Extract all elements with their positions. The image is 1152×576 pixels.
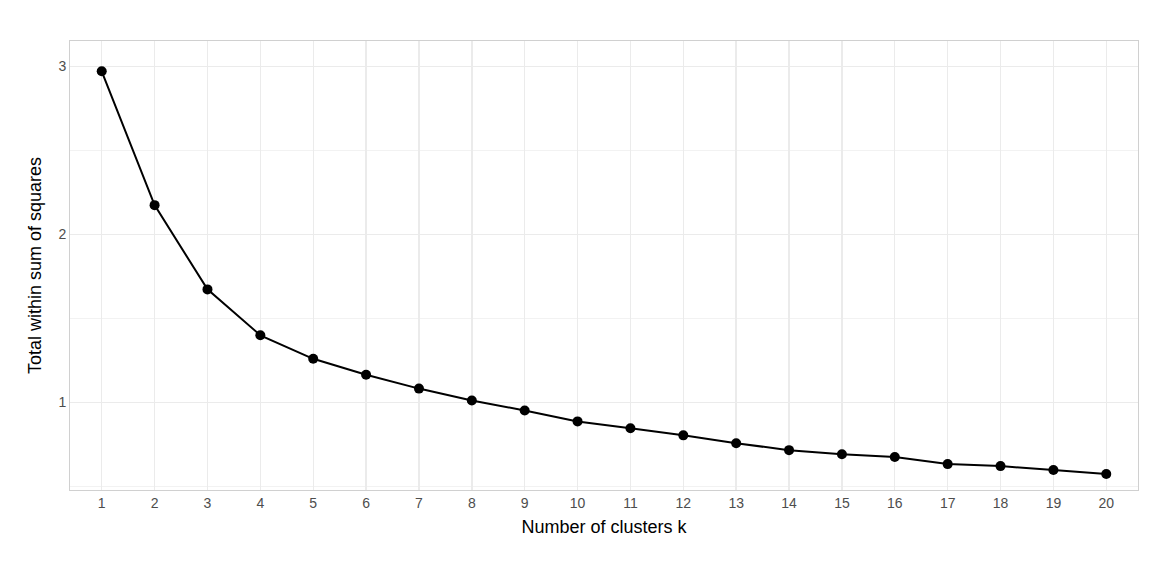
svg-text:3: 3 <box>58 58 66 74</box>
svg-text:4: 4 <box>256 495 264 511</box>
svg-text:1: 1 <box>58 394 66 410</box>
svg-text:2: 2 <box>58 226 66 242</box>
svg-text:15: 15 <box>834 495 850 511</box>
svg-text:19: 19 <box>1046 495 1062 511</box>
svg-text:Total within sum of squares: Total within sum of squares <box>25 157 45 374</box>
svg-text:13: 13 <box>728 495 744 511</box>
svg-text:11: 11 <box>623 495 638 511</box>
svg-text:10: 10 <box>570 495 586 511</box>
svg-text:16: 16 <box>887 495 903 511</box>
svg-text:3: 3 <box>204 495 212 511</box>
svg-text:9: 9 <box>521 495 529 511</box>
svg-text:18: 18 <box>993 495 1009 511</box>
svg-text:5: 5 <box>309 495 317 511</box>
svg-text:6: 6 <box>362 495 370 511</box>
svg-text:7: 7 <box>415 495 423 511</box>
svg-text:20: 20 <box>1098 495 1114 511</box>
svg-text:14: 14 <box>781 495 797 511</box>
svg-text:12: 12 <box>676 495 692 511</box>
svg-text:17: 17 <box>940 495 956 511</box>
svg-text:Number of clusters k: Number of clusters k <box>521 517 687 537</box>
svg-text:2: 2 <box>151 495 159 511</box>
svg-text:1: 1 <box>98 495 106 511</box>
svg-text:8: 8 <box>468 495 476 511</box>
